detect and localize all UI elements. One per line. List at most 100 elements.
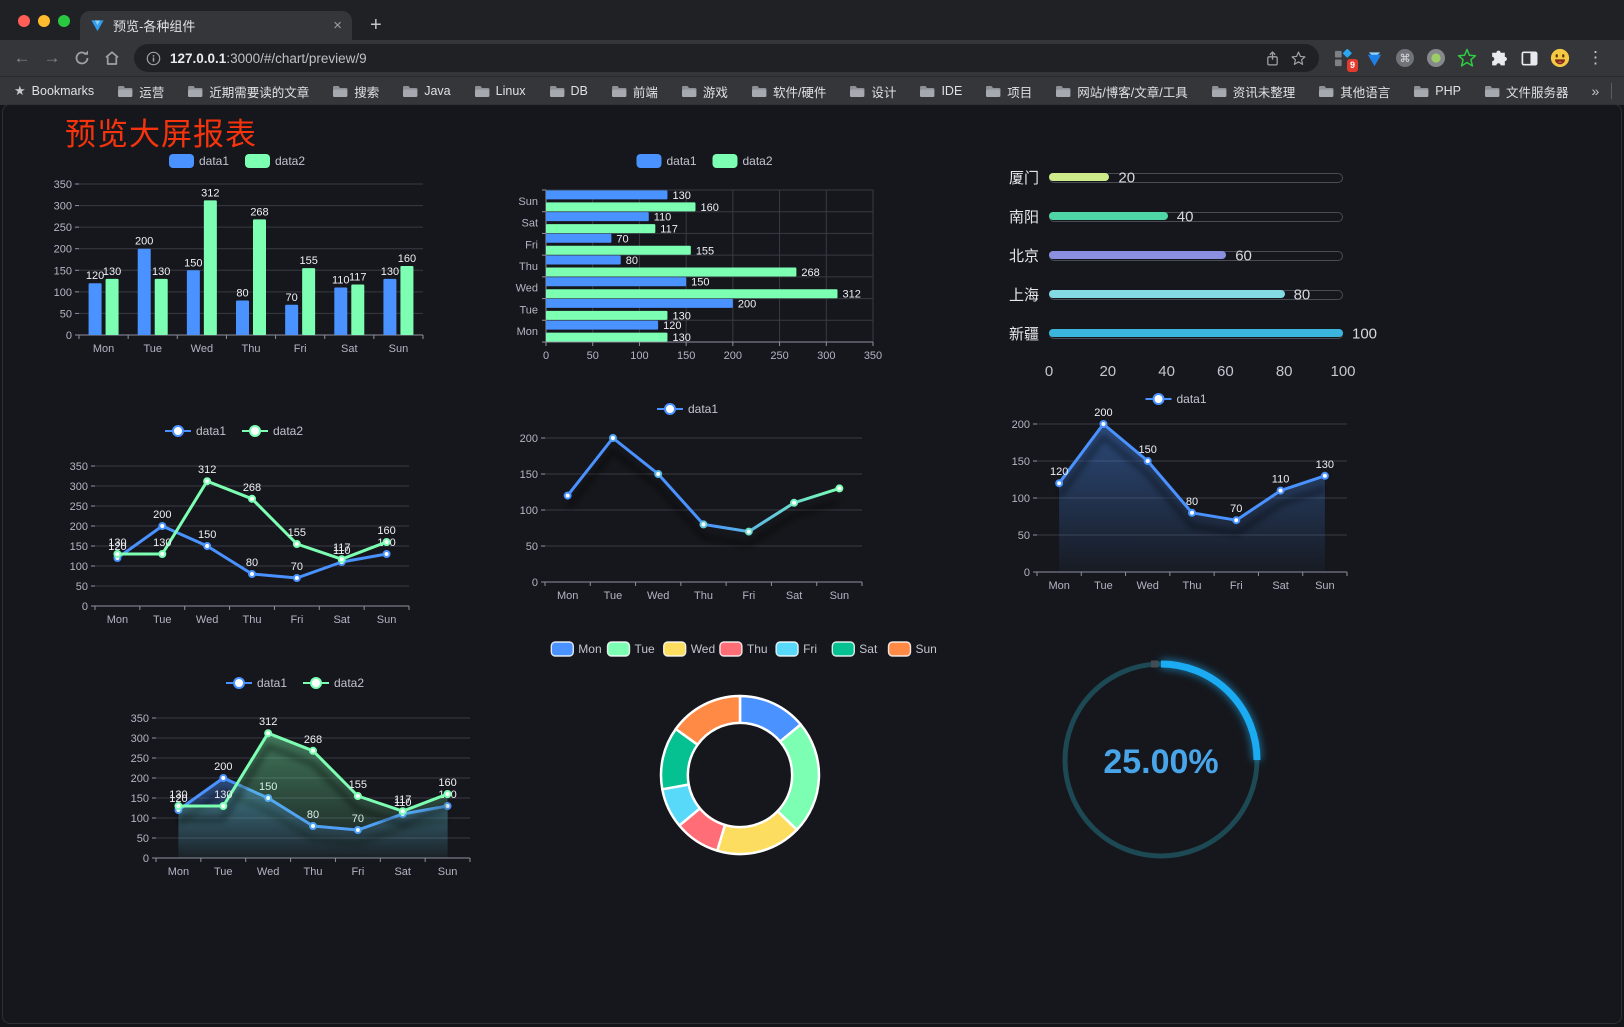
svg-text:Wed: Wed [191, 343, 213, 355]
bookmark-folder[interactable]: 近期需要读的文章 [187, 82, 309, 101]
svg-text:Fri: Fri [803, 642, 817, 656]
chart-line-gradient[interactable]: data1 0 50 100 150 200 Mon Tue Wed Thu Fri Sat Sun [501, 398, 876, 610]
zoom-window-button[interactable] [58, 15, 70, 27]
progress-track: 20 [1049, 169, 1343, 186]
bookmarks-root[interactable]: ★ Bookmarks [14, 83, 94, 99]
bookmarks-overflow-chevron[interactable]: » [1591, 83, 1600, 99]
progress-track: 80 [1049, 286, 1343, 303]
record-extension-icon[interactable] [1426, 48, 1446, 68]
bookmark-folder-list: 运营 近期需要读的文章 搜索 Java Linux DB 前端 游戏 软件/硬件 设计 IDE 项目 网… [117, 82, 1568, 101]
chart-line-two-series[interactable]: data1 data2 0 50 100 150 200 250 300 350 Mon Tue Wed… [45, 420, 425, 638]
svg-text:300: 300 [70, 481, 88, 493]
svg-text:0: 0 [543, 350, 549, 362]
reload-button[interactable] [68, 44, 96, 72]
bookmark-folder[interactable]: 其他语言 [1318, 82, 1390, 101]
svg-text:⌘: ⌘ [1400, 53, 1411, 65]
chart-gauge[interactable]: 25.00% [1051, 642, 1271, 872]
gem-extension-icon[interactable] [1364, 48, 1384, 68]
progress-label: 南阳 [1008, 209, 1039, 226]
svg-text:150: 150 [131, 793, 149, 805]
svg-text:200: 200 [738, 298, 756, 310]
chart-area-two-series[interactable]: data1 data2 0 50 100 150 200 250 300 350 Mon Tue Wed… [106, 672, 486, 890]
svg-text:312: 312 [198, 464, 216, 476]
browser-menu-button[interactable]: ⋮ [1587, 48, 1604, 67]
chart-line-area[interactable]: data1 0 50 100 150 200 Mon Tue Wed Thu Fri Sat Sun 12… [991, 388, 1363, 598]
tab-title: 预览-各种组件 [113, 19, 196, 34]
svg-text:Sun: Sun [1315, 580, 1335, 592]
bookmark-folder[interactable]: PHP [1413, 82, 1461, 101]
svg-text:Thu: Thu [1183, 580, 1202, 592]
bookmark-folder[interactable]: Linux [474, 82, 526, 101]
svg-text:200: 200 [520, 433, 538, 445]
progress-label: 上海 [1008, 287, 1039, 304]
svg-text:50: 50 [137, 833, 149, 845]
profile-avatar[interactable] [1550, 48, 1570, 68]
svg-text:120: 120 [108, 541, 126, 553]
svg-text:130: 130 [672, 332, 690, 344]
svg-text:70: 70 [291, 561, 303, 573]
share-icon[interactable] [1264, 50, 1281, 67]
svg-text:130: 130 [214, 789, 232, 801]
svg-text:Sat: Sat [786, 590, 803, 602]
bookmark-folder[interactable]: Java [402, 82, 451, 101]
bookmark-folder[interactable]: 软件/硬件 [751, 82, 826, 101]
svg-text:Mon: Mon [107, 614, 128, 626]
svg-text:200: 200 [1012, 419, 1030, 431]
svg-text:100: 100 [54, 287, 72, 299]
address-bar[interactable]: 127.0.0.1:3000/#/chart/preview/9 [134, 44, 1319, 72]
puzzle-extension-icon[interactable] [1488, 48, 1508, 68]
bookmark-folder[interactable]: 搜索 [332, 82, 379, 101]
bookmark-star-icon[interactable] [1290, 50, 1307, 67]
chart-grouped-bar[interactable]: data1 data2 0 50 100 150 200 250 300 350 Mon Tue Wed… [43, 150, 433, 365]
extensions-grid-icon[interactable]: 9 [1333, 48, 1358, 72]
svg-text:Thu: Thu [243, 614, 262, 626]
bookmark-folder[interactable]: 文件服务器 [1484, 82, 1568, 101]
svg-text:0: 0 [1024, 567, 1030, 579]
bookmark-folder[interactable]: 运营 [117, 82, 164, 101]
bookmark-folder[interactable]: 前端 [611, 82, 658, 101]
new-tab-button[interactable]: + [370, 14, 382, 36]
svg-text:Sun: Sun [518, 196, 538, 208]
chart-horizontal-bar[interactable]: data1 data2 0 50 100 150 200 250 300 350 Mon 120 130… [508, 150, 903, 368]
forward-button[interactable]: → [43, 48, 61, 67]
svg-text:data1: data1 [199, 154, 229, 168]
svg-text:150: 150 [54, 265, 72, 277]
svg-text:250: 250 [54, 222, 72, 234]
svg-text:250: 250 [70, 501, 88, 513]
green-star-extension-icon[interactable] [1457, 48, 1477, 68]
command-extension-icon[interactable]: ⌘ [1395, 48, 1415, 68]
svg-text:80: 80 [626, 255, 638, 267]
progress-track: 60 [1049, 247, 1343, 264]
reader-mode-extension-icon[interactable] [1519, 48, 1539, 68]
svg-text:Sun: Sun [916, 642, 937, 656]
progress-value: 80 [1293, 286, 1311, 303]
bookmark-folder[interactable]: 资讯未整理 [1211, 82, 1295, 101]
svg-text:200: 200 [724, 350, 742, 362]
svg-text:117: 117 [349, 272, 367, 284]
svg-text:300: 300 [54, 201, 72, 213]
bookmark-folder[interactable]: 设计 [849, 82, 896, 101]
bookmark-folder[interactable]: 项目 [985, 82, 1032, 101]
svg-text:70: 70 [1230, 503, 1242, 515]
tab-close-icon[interactable]: × [333, 17, 342, 34]
svg-text:130: 130 [152, 266, 170, 278]
svg-text:150: 150 [520, 469, 538, 481]
site-info-icon[interactable] [146, 51, 161, 66]
svg-text:Sat: Sat [333, 614, 350, 626]
home-button[interactable] [98, 44, 126, 72]
chart-donut[interactable]: Mon Tue Wed Thu Fri Sat Sun [548, 634, 938, 869]
bookmark-folder[interactable]: DB [549, 82, 588, 101]
browser-tab[interactable]: 预览-各种组件 × [80, 11, 352, 40]
svg-text:160: 160 [377, 525, 395, 537]
chart-progress-bars[interactable]: 厦门 20 南阳 40 北京 60 上海 80 新疆 100 0 20 40 60 80 100 [995, 154, 1377, 398]
svg-text:130: 130 [381, 266, 399, 278]
close-window-button[interactable] [18, 15, 30, 27]
svg-text:25.00%: 25.00% [1103, 743, 1218, 781]
back-button[interactable]: ← [13, 48, 31, 67]
minimize-window-button[interactable] [38, 15, 50, 27]
svg-text:312: 312 [259, 716, 277, 728]
bookmark-folder[interactable]: IDE [919, 82, 962, 101]
bookmark-folder[interactable]: 网站/博客/文章/工具 [1055, 82, 1188, 101]
bookmark-folder[interactable]: 游戏 [681, 82, 728, 101]
svg-text:data1: data1 [1177, 392, 1207, 406]
